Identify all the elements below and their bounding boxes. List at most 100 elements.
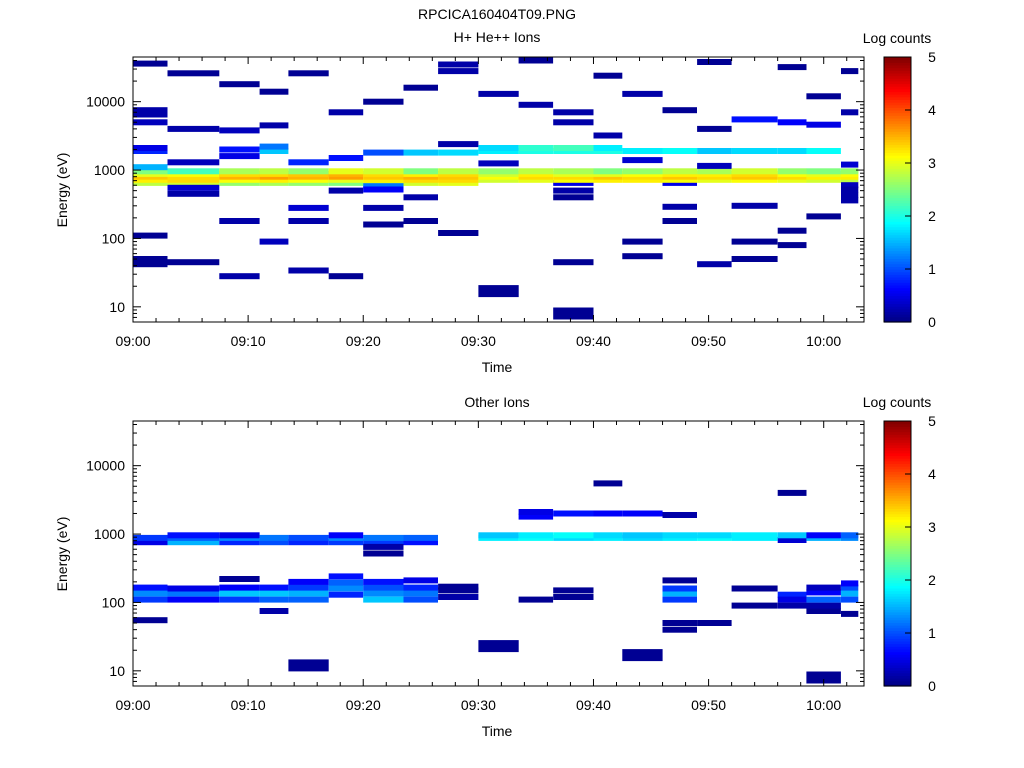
colorbar-segment [884, 500, 911, 504]
heatmap-cell [363, 550, 404, 557]
heatmap-cell [593, 168, 623, 175]
heatmap-cell [328, 168, 364, 175]
colorbar-tick-label: 5 [928, 49, 936, 65]
colorbar-segment [884, 234, 911, 238]
x-axis-label: Time [482, 359, 513, 375]
heatmap-cell [777, 64, 807, 71]
heatmap-cell [167, 190, 220, 197]
colorbar-segment [884, 94, 911, 98]
colorbar-segment [884, 484, 911, 488]
heatmap-cell [777, 242, 807, 249]
heatmap-cell [167, 125, 220, 132]
x-tick-label: 09:20 [346, 333, 381, 349]
heatmap-cell [841, 182, 859, 189]
heatmap-cell [403, 584, 438, 591]
heatmap-cell [219, 176, 260, 183]
heatmap-cell [622, 148, 663, 154]
colorbar-segment [884, 290, 911, 294]
colorbar-segment [884, 261, 911, 265]
colorbar-segment [884, 226, 911, 230]
heatmap-cell [328, 155, 364, 161]
colorbar-segment [884, 601, 911, 605]
heatmap-cell [288, 168, 329, 175]
heatmap-cell [478, 160, 519, 167]
heatmap-cell [133, 176, 168, 183]
heatmap-cell [328, 176, 364, 183]
heatmap-cell [841, 192, 859, 199]
colorbar-segment [884, 545, 911, 549]
colorbar-segment [884, 274, 911, 278]
heatmap-cell [731, 585, 778, 592]
heatmap-cell [438, 61, 479, 68]
heatmap-cell [167, 590, 220, 597]
heatmap-cell [622, 510, 663, 517]
colorbar-segment [884, 503, 911, 507]
colorbar-segment [884, 439, 911, 443]
heatmap-cell [478, 176, 519, 183]
heatmap-cell [662, 585, 697, 592]
heatmap-cell [259, 238, 289, 245]
colorbar-tick-label: 4 [928, 466, 936, 482]
heatmap-cell [622, 90, 663, 97]
heatmap-cell [438, 68, 479, 75]
heatmap-cell [438, 141, 479, 148]
heatmap-cell [288, 659, 329, 672]
heatmap-cell [777, 168, 807, 175]
x-tick-label: 10:00 [806, 333, 841, 349]
heatmap-cell [731, 602, 778, 609]
colorbar-tick-label: 1 [928, 625, 936, 641]
colorbar-segment [884, 428, 911, 433]
heatmap-cell [662, 596, 697, 603]
heatmap-cell [593, 510, 623, 517]
colorbar-segment [884, 67, 911, 71]
colorbar-segment [884, 513, 911, 517]
colorbar-segment [884, 258, 911, 262]
colorbar-segment [884, 561, 911, 565]
heatmap-cell [328, 532, 364, 539]
heatmap-cell [553, 176, 594, 183]
heatmap-cell [518, 532, 554, 539]
colorbar-segment [884, 276, 911, 281]
x-tick-label: 09:40 [576, 333, 611, 349]
heatmap-cell [259, 539, 289, 546]
colorbar-segment [884, 497, 911, 502]
heatmap-cell [662, 148, 697, 154]
heatmap-cell [167, 585, 220, 592]
colorbar-segment [884, 447, 911, 451]
colorbar-tick-label: 3 [928, 155, 936, 171]
heatmap-cell [806, 176, 841, 183]
colorbar-segment [884, 516, 911, 520]
colorbar-segment [884, 128, 911, 132]
colorbar-segment [884, 75, 911, 79]
colorbar-segment [884, 574, 911, 578]
colorbar-segment [884, 654, 911, 658]
colorbar-segment [884, 638, 911, 642]
figure-title: RPCICA160404T09.PNG [418, 6, 576, 22]
colorbar: 0 1 2 3 4 5 [883, 49, 936, 330]
colorbar-segment [884, 540, 911, 544]
y-tick-label: 10000 [86, 458, 125, 474]
heatmap-cell [219, 81, 260, 88]
colorbar-segment [884, 303, 911, 307]
colorbar-segment [884, 436, 911, 441]
colorbar-segment [884, 107, 911, 111]
heatmap-cell [288, 267, 329, 274]
heatmap-cell [662, 218, 697, 224]
heatmap-cell [553, 532, 594, 539]
colorbar-segment [884, 136, 911, 140]
colorbar-segment [884, 489, 911, 494]
y-tick-label: 100 [102, 594, 126, 610]
heatmap-cell [806, 596, 841, 603]
colorbar-segment [884, 70, 911, 74]
heatmap-cell [403, 596, 438, 603]
heatmap-cell [478, 285, 519, 298]
heatmap-cell [806, 93, 841, 100]
colorbar-segment [884, 216, 911, 220]
heatmap-cell [622, 532, 663, 539]
colorbar-segment [884, 57, 911, 61]
colorbar-segment [884, 609, 911, 613]
heatmap-cell [328, 579, 364, 586]
colorbar-segment [884, 223, 911, 228]
heatmap-cell [806, 532, 841, 539]
heatmap-cell [363, 186, 404, 193]
